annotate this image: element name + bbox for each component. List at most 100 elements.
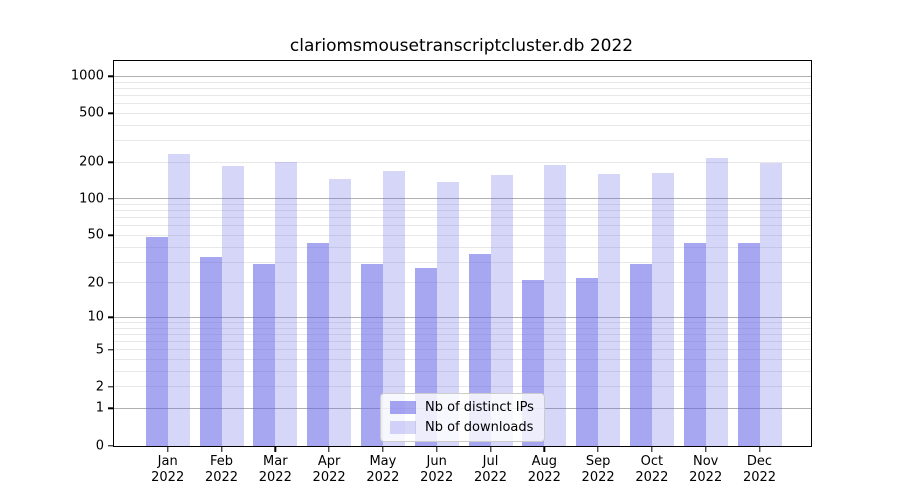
legend-item-downloads: Nb of downloads <box>390 419 534 436</box>
gridline-minor <box>114 81 811 83</box>
x-tick-mark <box>166 447 169 452</box>
x-tick-label-jan: Jan 2022 <box>151 453 185 486</box>
x-tick-label-nov: Nov 2022 <box>689 453 723 486</box>
bar-downloads-oct <box>651 173 674 446</box>
gridline-minor <box>114 322 811 323</box>
gridline-minor <box>114 261 811 263</box>
x-tick-mark <box>651 447 653 452</box>
bar-distinct-ips-sep <box>576 278 599 446</box>
y-tick-mark <box>107 316 113 319</box>
gridline-major <box>114 316 811 318</box>
x-tick-label-aug: Aug 2022 <box>527 453 561 486</box>
y-tick-label: 200 <box>79 154 104 170</box>
gridline-minor <box>114 282 811 284</box>
y-tick-label: 10 <box>87 309 104 325</box>
y-tick-label: 100 <box>79 191 104 207</box>
y-tick-mark <box>107 112 113 115</box>
y-tick-label: 50 <box>87 227 104 243</box>
gridline-major <box>114 75 811 77</box>
y-tick-label: 500 <box>79 105 104 121</box>
x-tick-label-dec: Dec 2022 <box>742 453 777 486</box>
y-tick-label: 5 <box>95 342 104 358</box>
x-tick-label-feb: Feb 2022 <box>204 453 239 486</box>
gridline-minor <box>114 210 811 212</box>
y-tick-mark <box>107 234 113 237</box>
x-tick-label-mar: Mar 2022 <box>258 453 292 486</box>
x-tick-mark <box>435 447 438 452</box>
bar-distinct-ips-may <box>360 263 383 446</box>
gridline-minor <box>114 103 811 105</box>
x-tick-label-sep: Sep 2022 <box>581 453 615 486</box>
x-tick-label-jul: Jul 2022 <box>473 453 508 486</box>
bar-downloads-may <box>382 170 405 446</box>
x-tick-mark <box>382 447 384 452</box>
legend-item-distinct-ips: Nb of distinct IPs <box>390 399 534 416</box>
x-tick-mark <box>543 447 545 452</box>
gridline-minor <box>114 246 811 248</box>
legend: Nb of distinct IPs Nb of downloads <box>380 392 545 442</box>
gridline-minor <box>114 87 811 89</box>
bar-downloads-sep <box>598 174 621 446</box>
bar-distinct-ips-feb <box>199 257 222 446</box>
bar-downloads-jan <box>167 153 190 446</box>
y-tick-mark <box>107 444 113 447</box>
gridline-minor <box>114 349 811 351</box>
x-tick-mark <box>274 447 276 452</box>
legend-label-downloads: Nb of downloads <box>425 419 534 435</box>
y-tick-mark <box>107 282 113 284</box>
legend-swatch-downloads <box>390 420 416 434</box>
gridline-minor <box>114 341 811 343</box>
y-tick-label: 1000 <box>70 68 104 84</box>
bar-downloads-apr <box>329 178 352 446</box>
y-tick-mark <box>107 349 113 351</box>
gridline-minor <box>114 386 811 388</box>
bar-downloads-nov <box>705 157 728 446</box>
y-tick-label: 0 <box>95 438 104 453</box>
x-tick-label-may: May 2022 <box>366 453 400 486</box>
gridline-minor <box>114 140 811 142</box>
gridline-minor <box>114 234 811 236</box>
bar-downloads-feb <box>221 165 244 446</box>
gridline-minor <box>114 124 811 126</box>
y-tick-mark <box>107 161 113 163</box>
x-tick-mark <box>597 447 599 452</box>
y-tick-label: 20 <box>87 275 104 291</box>
y-tick-label: 1 <box>95 400 104 416</box>
gridline-minor <box>114 112 811 114</box>
x-tick-mark <box>489 447 492 452</box>
bar-distinct-ips-mar <box>253 263 276 446</box>
bar-downloads-mar <box>275 162 298 446</box>
gridline-minor <box>114 217 811 219</box>
bar-distinct-ips-apr <box>307 243 330 446</box>
gridline-minor <box>114 370 811 372</box>
y-tick-mark <box>107 198 113 200</box>
y-tick-label: 2 <box>95 379 104 395</box>
bar-distinct-ips-jan <box>145 236 168 446</box>
x-tick-label-apr: Apr 2022 <box>312 453 346 486</box>
x-tick-mark <box>328 447 330 452</box>
gridline-minor <box>114 204 811 206</box>
x-tick-mark <box>220 447 223 452</box>
gridline-minor <box>114 333 811 335</box>
y-tick-mark <box>107 75 113 78</box>
x-tick-label-oct: Oct 2022 <box>635 453 669 486</box>
plot-area: 0 1 2 5 10 20 50 100 200 500 1000 Jan 2022 Feb 2022 Ma… <box>71 59 812 485</box>
gridline-minor <box>114 359 811 361</box>
gridline-minor <box>114 161 811 163</box>
y-tick-mark <box>107 407 113 410</box>
bar-downloads-dec <box>759 162 782 446</box>
gridline-minor <box>114 225 811 227</box>
x-tick-mark <box>704 447 707 452</box>
bar-distinct-ips-nov <box>683 243 706 446</box>
y-tick-mark <box>107 386 113 388</box>
bar-distinct-ips-oct <box>629 263 652 446</box>
gridline-major <box>114 198 811 200</box>
legend-label-distinct-ips: Nb of distinct IPs <box>425 399 534 415</box>
bar-downloads-aug <box>544 164 567 446</box>
bar-distinct-ips-dec <box>737 243 760 446</box>
chart-title: clariomsmousetranscriptcluster.db 2022 <box>289 36 634 56</box>
x-tick-label-jun: Jun 2022 <box>420 453 454 486</box>
gridline-minor <box>114 94 811 96</box>
gridline-minor <box>114 327 811 329</box>
